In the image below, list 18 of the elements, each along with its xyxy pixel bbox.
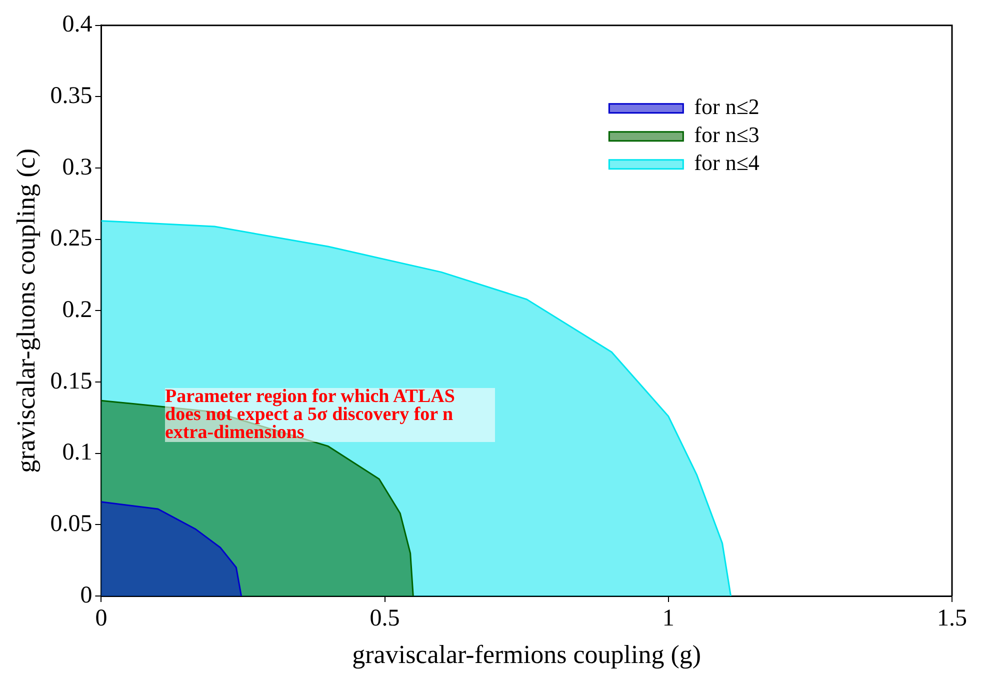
x-tick-label: 1.5 bbox=[937, 606, 967, 632]
y-axis-title: graviscalar-gluons coupling (c) bbox=[11, 148, 40, 473]
y-tick-label: 0.35 bbox=[50, 83, 92, 110]
y-tick-label: 0 bbox=[80, 582, 92, 608]
legend-label: for n≤3 bbox=[694, 122, 760, 148]
y-tick-label: 0.25 bbox=[50, 226, 92, 252]
x-tick-label: 1 bbox=[662, 606, 674, 632]
legend-label: for n≤4 bbox=[694, 150, 760, 176]
y-tick-label: 0.1 bbox=[62, 440, 92, 466]
y-tick-label: 0.3 bbox=[62, 154, 92, 180]
y-tick-label: 0.2 bbox=[62, 296, 92, 323]
annotation: Parameter region for which ATLAS does not expect a 5σ discovery for n extra-dimensions bbox=[165, 386, 495, 443]
x-axis-title: graviscalar-fermions coupling (g) bbox=[352, 640, 702, 670]
x-tick-label: 0.5 bbox=[370, 606, 400, 632]
legend-label: for n≤2 bbox=[694, 94, 760, 120]
y-tick-label: 0.15 bbox=[50, 368, 92, 394]
y-tick-label: 0.4 bbox=[62, 12, 92, 38]
y-tick-label: 0.05 bbox=[50, 510, 92, 537]
